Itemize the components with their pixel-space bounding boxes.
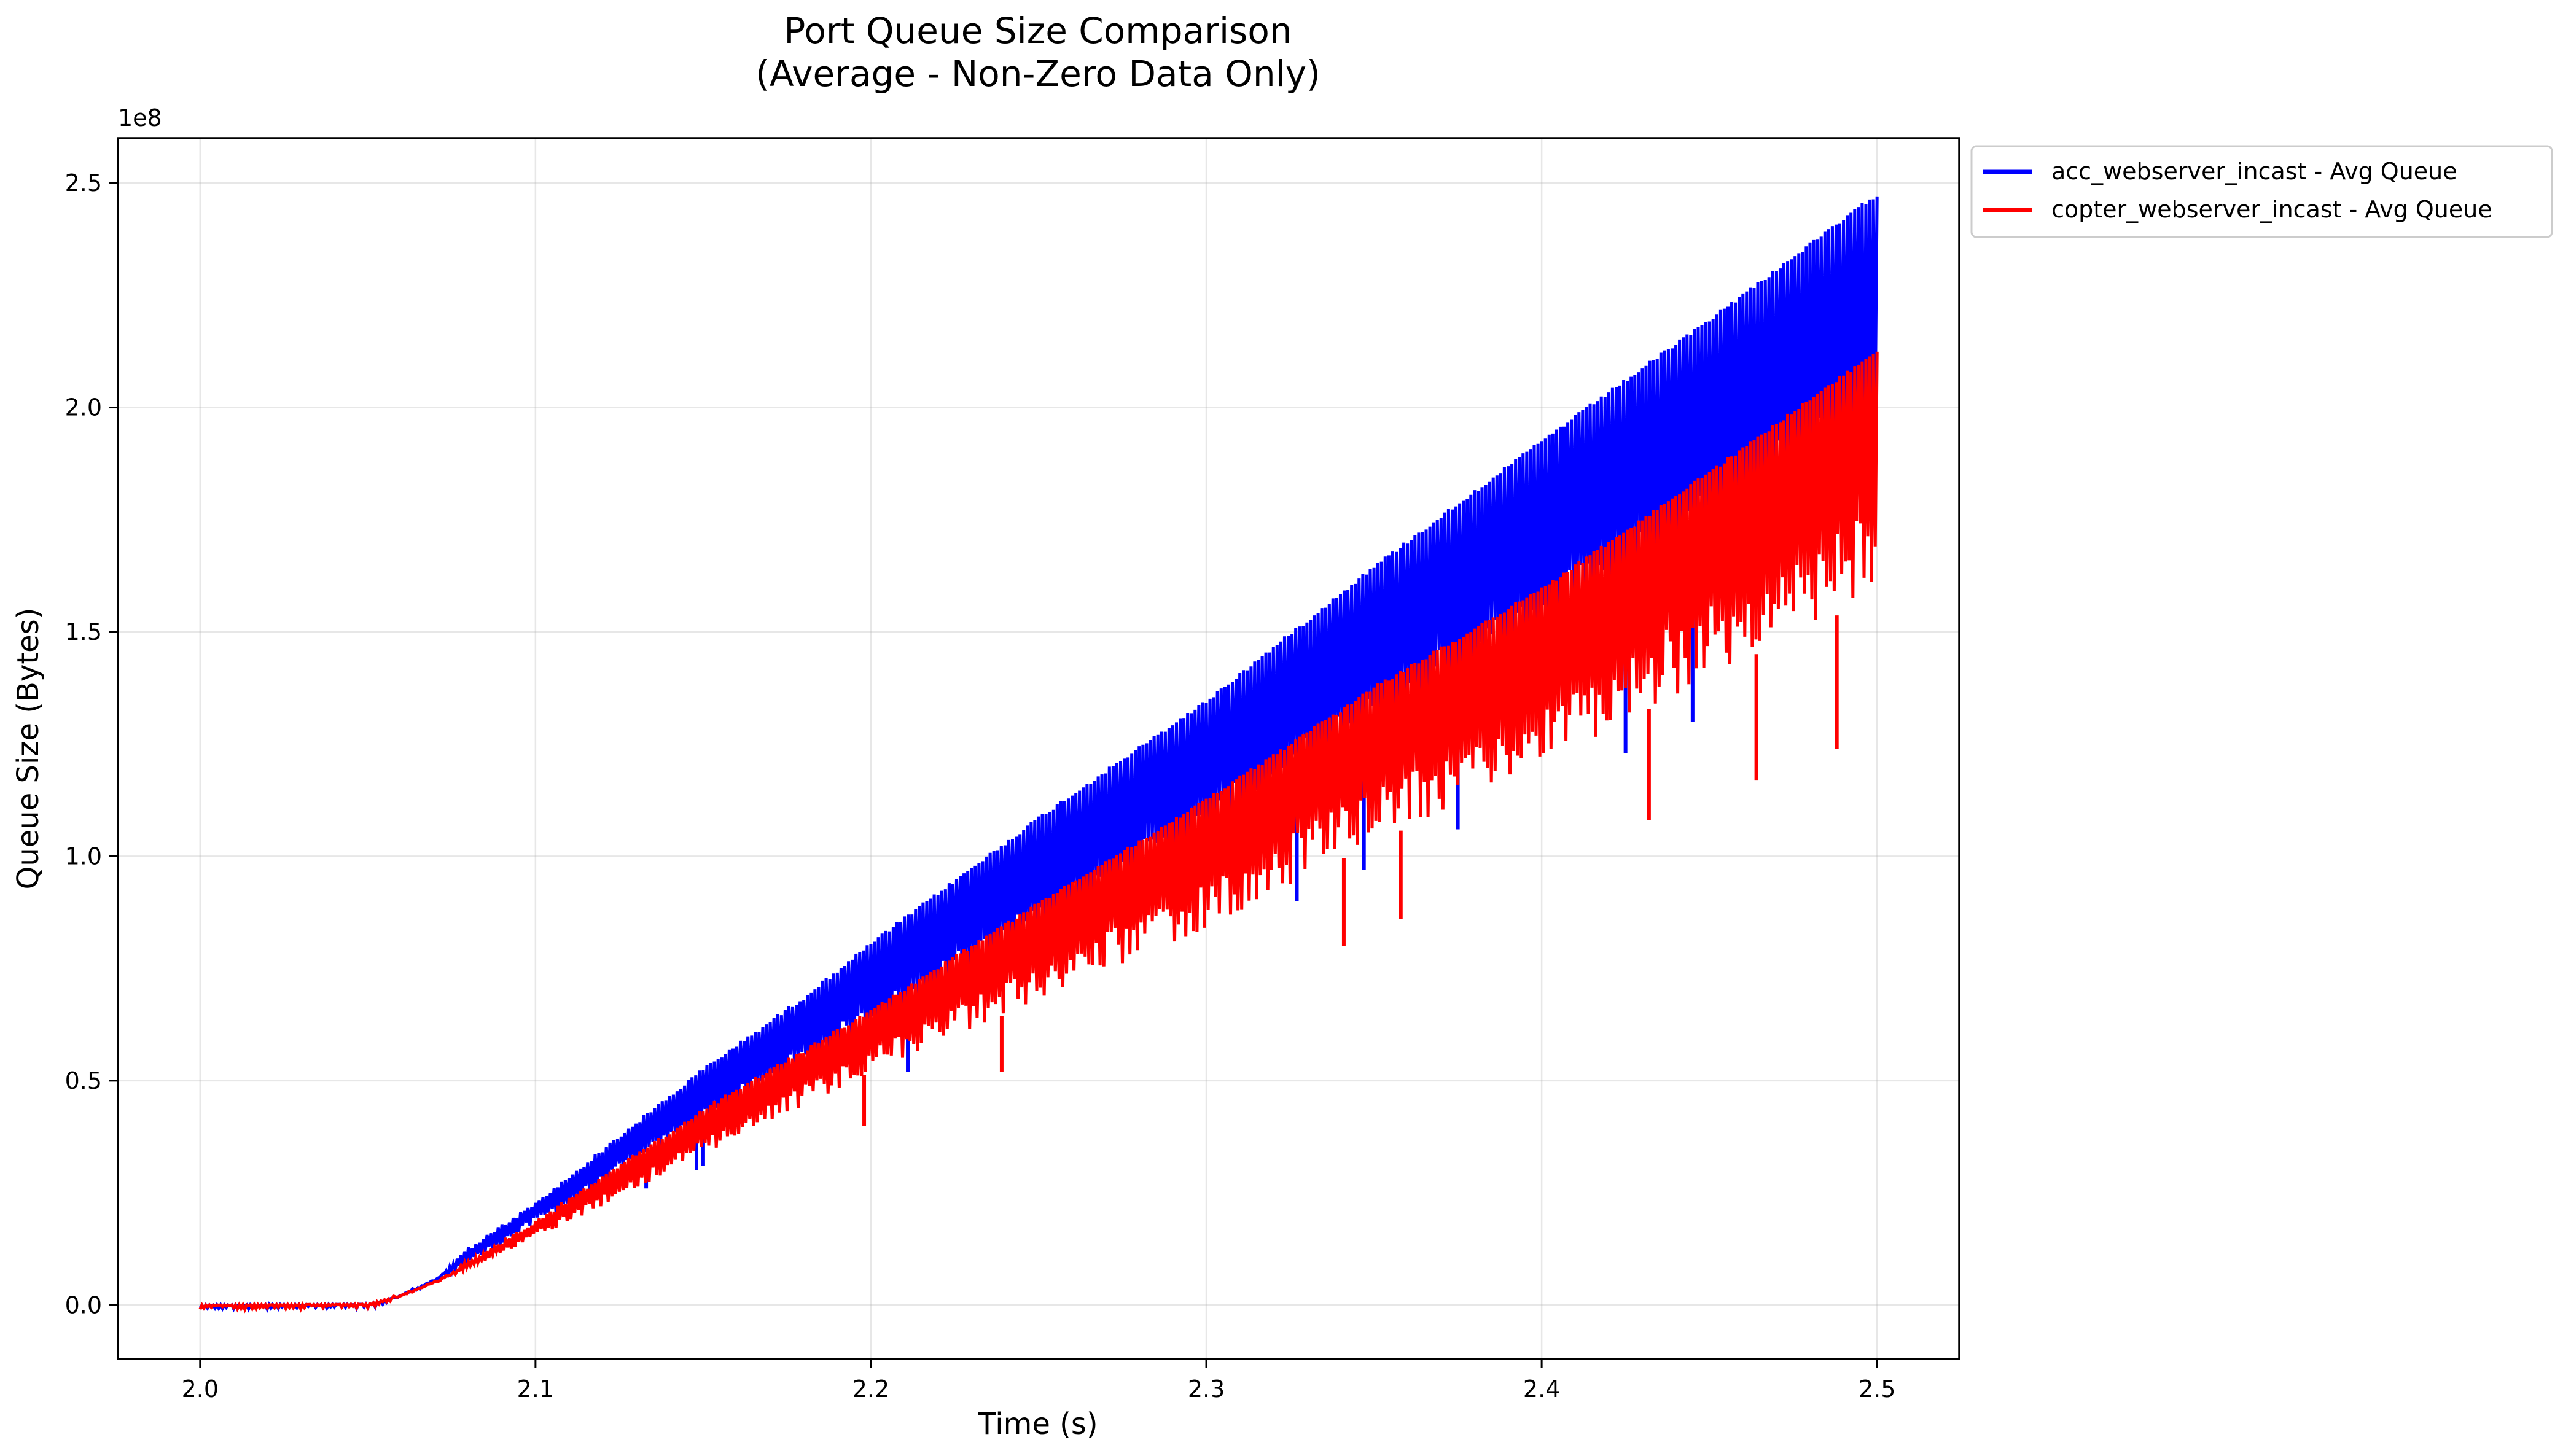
- x-axis-label: Time (s): [977, 1407, 1098, 1441]
- legend-box: [1970, 145, 2553, 238]
- legend: acc_webserver_incast - Avg Queue copter_…: [1970, 145, 2553, 238]
- series-copter: [198, 351, 1879, 1314]
- y-tick-label: 1.0: [65, 843, 102, 870]
- y-tick-label: 0.5: [65, 1067, 102, 1094]
- series-line-copter: [198, 351, 1879, 1314]
- y-tick-label: 1.5: [65, 618, 102, 645]
- x-tick-label: 2.0: [182, 1376, 219, 1403]
- x-tick-label: 2.2: [852, 1376, 889, 1403]
- legend-label-copter: copter_webserver_incast - Avg Queue: [2051, 196, 2492, 223]
- plot-series: [198, 196, 1879, 1314]
- chart-title-line1: Port Queue Size Comparison: [784, 10, 1292, 52]
- series-line-acc: [198, 196, 1879, 1314]
- y-tick-label: 0.0: [65, 1291, 102, 1318]
- y-tick-label: 2.5: [65, 169, 102, 197]
- x-tick-label: 2.5: [1859, 1376, 1895, 1403]
- y-offset-label: 1e8: [118, 104, 162, 131]
- chart-title-line2: (Average - Non-Zero Data Only): [755, 53, 1320, 95]
- plot-frame: [117, 137, 1960, 1360]
- x-tick-label: 2.4: [1523, 1376, 1560, 1403]
- legend-label-acc: acc_webserver_incast - Avg Queue: [2051, 158, 2457, 185]
- x-tick-label: 2.1: [517, 1376, 554, 1403]
- y-axis-label: Queue Size (Bytes): [11, 608, 45, 890]
- y-tick-label: 2.0: [65, 394, 102, 421]
- axis-ticks: 2.0 2.1 2.2 2.3 2.4 2.5 0.0 0.5 1.0 1.5 2.0 2.5: [65, 169, 1896, 1403]
- x-tick-label: 2.3: [1188, 1376, 1225, 1403]
